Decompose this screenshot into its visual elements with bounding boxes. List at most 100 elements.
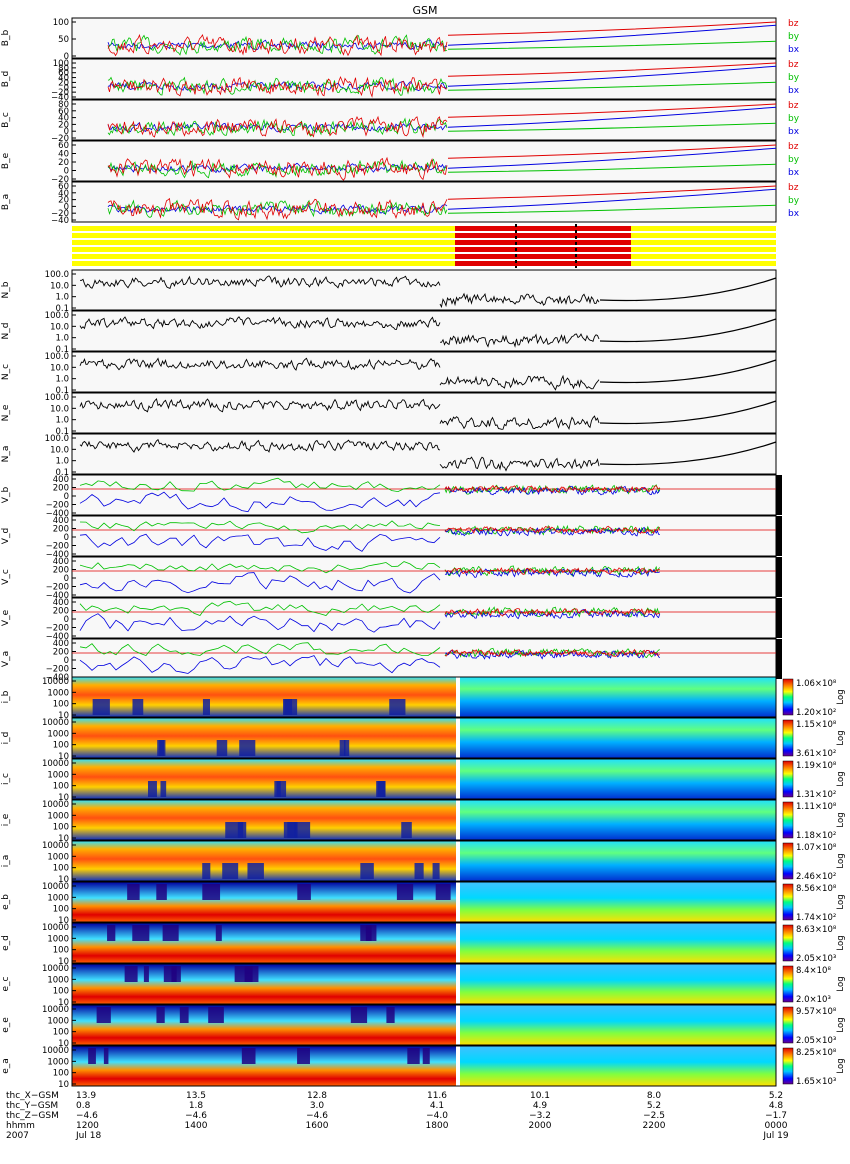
spectrogram-patch (208, 1007, 224, 1023)
mag-trace-by (107, 76, 448, 96)
panel-frame (71, 676, 777, 718)
tick-label: −200 (46, 624, 69, 634)
data-gap-marker (456, 841, 460, 881)
spectrogram-patch (202, 699, 210, 715)
footer-value: −4.6 (76, 1111, 98, 1121)
spectrogram-patch (365, 925, 377, 941)
spectrogram-patch (407, 1048, 420, 1064)
velocity-trace-vx (79, 533, 441, 552)
colorbar (782, 719, 794, 757)
tick-label: 40 (58, 74, 69, 84)
density-panel-n_e: N_e 100.010.0 1.00.1 (1, 392, 777, 437)
footer-value: 0000 (765, 1121, 788, 1131)
colorbar (782, 924, 794, 962)
spectrogram-patch (162, 925, 179, 941)
tick-label: 400 (53, 475, 69, 485)
footer-value: −1.7 (765, 1111, 787, 1121)
tick-label: 100 (53, 1069, 69, 1079)
tick-label: 100.0 (45, 434, 69, 444)
density-trace-mid (439, 415, 600, 431)
colorbar-max-label: 9.57×10⁸ (796, 1007, 837, 1017)
tick-label: 1000 (47, 934, 69, 944)
tick-label: 100.0 (45, 352, 69, 362)
spectrogram-early (72, 841, 458, 881)
panel-ylabel: e_c (1, 976, 11, 991)
panel-ylabel: N_e (1, 404, 11, 421)
panel-frame (71, 515, 777, 557)
panel-ylabel: i_c (1, 773, 11, 785)
spectrogram-late (458, 800, 776, 840)
spectrogram-patch (422, 1048, 430, 1064)
tick-label: 1000 (47, 770, 69, 780)
tick-label: 0.1 (55, 304, 69, 314)
footer-value: 1.8 (189, 1101, 204, 1111)
tick-label: 0 (64, 656, 69, 666)
tick-label: 400 (53, 598, 69, 608)
panel-ylabel: V_c (1, 569, 11, 585)
velocity-trace-noise-r (444, 484, 661, 493)
panel-ylabel: i_e (1, 813, 11, 826)
legend-bx: bx (788, 45, 800, 55)
mag-trace-bx-late (447, 188, 777, 210)
data-gap-marker (456, 1005, 460, 1045)
tick-label: 1000 (47, 893, 69, 903)
colorbar-min-label: 2.05×10³ (796, 1036, 836, 1046)
spectrogram-patch (215, 925, 222, 941)
tick-label: 10.0 (50, 363, 69, 373)
tick-label: 40 (58, 189, 69, 199)
footer-value: 5.2 (647, 1101, 661, 1111)
footer-value: 5.2 (769, 1091, 783, 1101)
velocity-trace-noise-g (444, 524, 661, 536)
data-gap-marker (456, 1046, 460, 1086)
tick-label: 100 (53, 946, 69, 956)
footer-year: 2007 (6, 1131, 29, 1141)
panel-ylabel: N_a (1, 446, 11, 463)
colorbar-unit: Log (836, 812, 846, 827)
spectrogram-patch (237, 822, 247, 838)
tick-label: 10.0 (50, 281, 69, 291)
mag-trace-by-late (447, 40, 777, 50)
tick-label: 60 (58, 107, 69, 117)
colorbar-unit: Log (836, 1058, 846, 1073)
panel-ylabel: N_d (1, 323, 11, 340)
panel-ylabel: e_e (1, 1017, 11, 1033)
spectrogram-patch (103, 1048, 109, 1064)
footer-value: 12.8 (307, 1091, 327, 1101)
legend-bz: bz (788, 60, 799, 70)
mag-trace-bz-late (447, 185, 777, 200)
spectrogram-patch (216, 740, 228, 756)
tick-label: 10000 (42, 677, 69, 687)
tick-label: 0 (64, 615, 69, 625)
panel-frame (71, 17, 777, 59)
mag-trace-bz-late (447, 144, 777, 159)
colorbar (782, 1006, 794, 1044)
legend-bx: bx (788, 127, 800, 137)
tick-label: 0 (64, 127, 69, 137)
footer-value: 1800 (426, 1121, 449, 1131)
tick-label: 10 (58, 752, 69, 762)
tick-label: −20 (51, 209, 69, 219)
spectrogram-patch (241, 1048, 256, 1064)
colorbar (782, 842, 794, 880)
velocity-trace-vy (79, 477, 441, 493)
tick-label: 100 (53, 1028, 69, 1038)
tick-label: 10 (58, 875, 69, 885)
panel-ylabel: B_d (1, 71, 11, 87)
tick-label: −20 (51, 175, 69, 185)
density-trace-mid (439, 456, 600, 472)
density-panel-n_b: N_b 100.010.0 1.00.1 (1, 269, 777, 314)
colorbar-unit: Log (836, 730, 846, 745)
spectrogram-patch (386, 1007, 395, 1023)
colorbar (782, 760, 794, 798)
legend-bz: bz (788, 183, 799, 193)
tick-label: 10 (58, 957, 69, 967)
tick-label: 200 (53, 607, 69, 617)
footer-row-label: hhmm (6, 1121, 35, 1131)
tick-label: 40 (58, 150, 69, 160)
colorbar-min-label: 3.61×10² (796, 749, 836, 759)
velocity-right-edge (776, 475, 782, 515)
